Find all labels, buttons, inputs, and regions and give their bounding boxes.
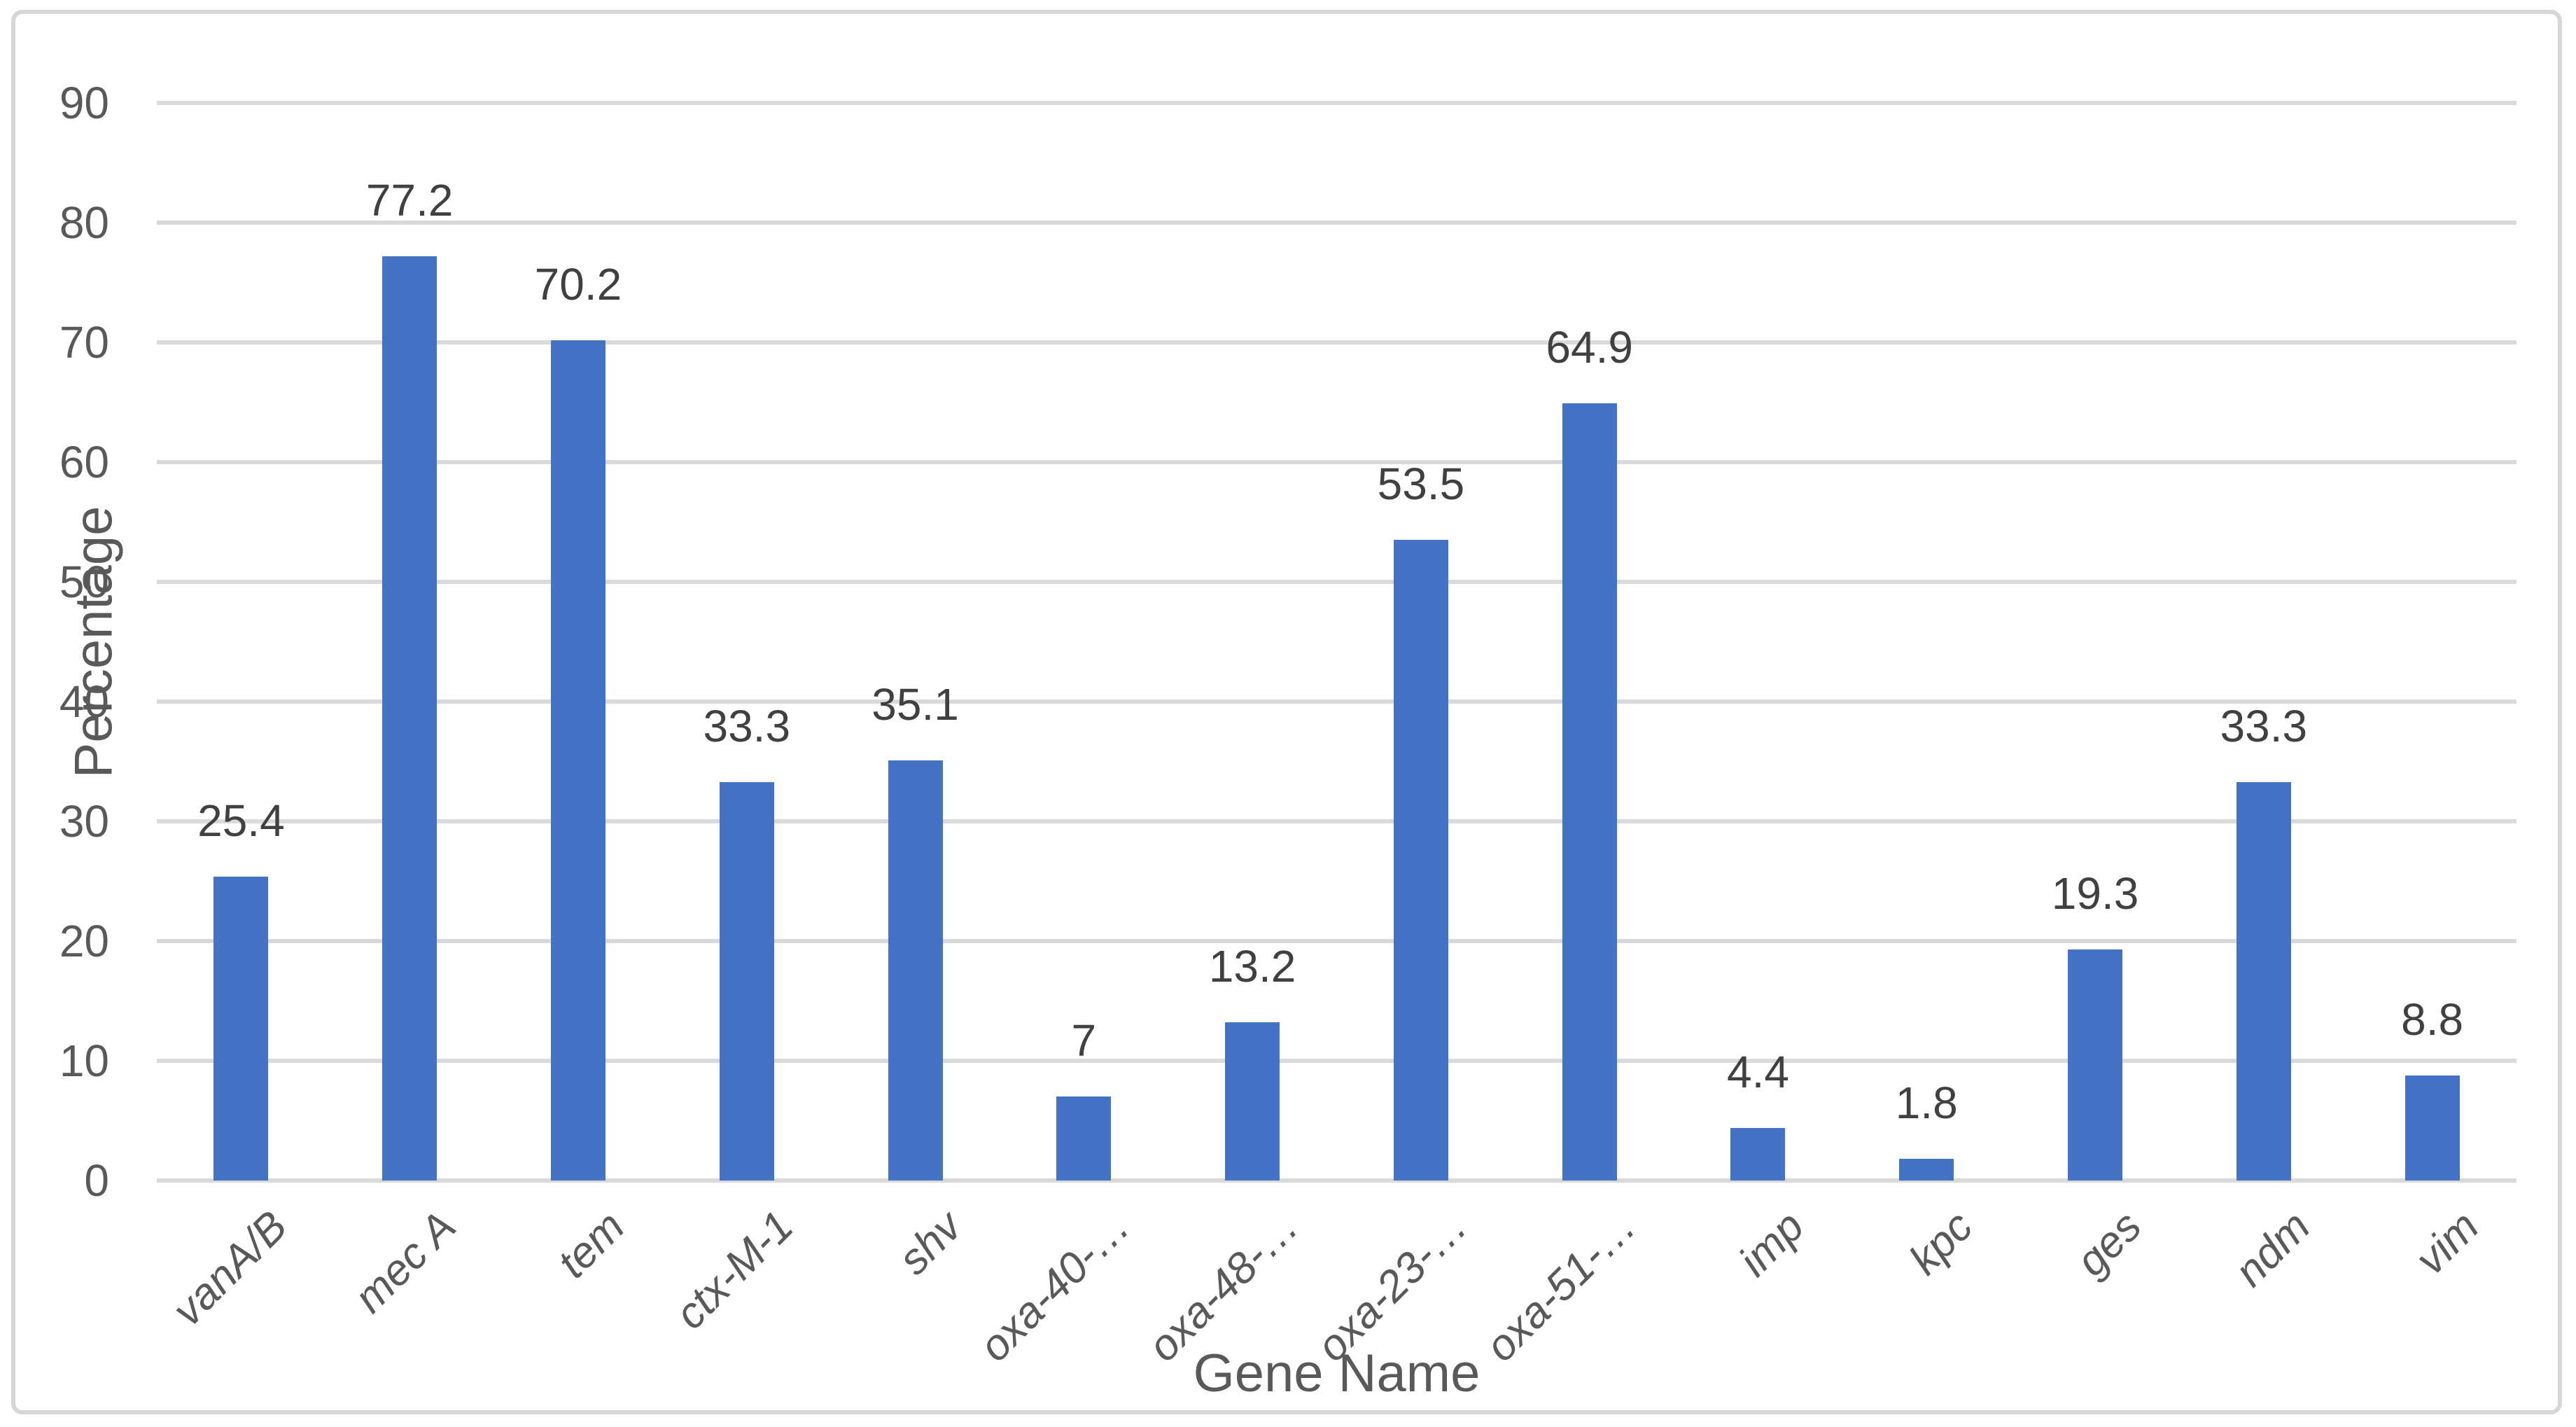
y-tick-label: 60 xyxy=(59,437,109,487)
bar-ges xyxy=(2068,949,2123,1181)
data-label: 53.5 xyxy=(1377,459,1465,510)
bar-kpc xyxy=(1899,1159,1954,1181)
y-tick-label: 50 xyxy=(59,557,109,607)
data-label: 70.2 xyxy=(534,258,622,309)
y-tick-label: 0 xyxy=(84,1155,109,1206)
y-tick-label: 20 xyxy=(59,916,109,966)
gridline xyxy=(157,580,2516,584)
bar-vanA/B xyxy=(214,876,269,1181)
data-label: 4.4 xyxy=(1726,1046,1789,1097)
gridline xyxy=(157,101,2516,105)
y-tick-label: 10 xyxy=(59,1036,109,1086)
y-tick-label: 80 xyxy=(59,197,109,248)
bar-oxa-23-… xyxy=(1393,540,1448,1181)
y-tick-label: 90 xyxy=(59,78,109,128)
y-axis-title: Percentage xyxy=(64,506,124,778)
data-label: 77.2 xyxy=(365,174,454,225)
y-tick-label: 40 xyxy=(59,676,109,727)
gridline xyxy=(157,1059,2516,1063)
gridline xyxy=(157,460,2516,464)
bar-oxa-48-… xyxy=(1225,1022,1280,1181)
bar-mec A xyxy=(382,256,438,1181)
data-label: 33.3 xyxy=(703,700,791,751)
bar-tem xyxy=(550,340,606,1181)
gridline xyxy=(157,939,2516,943)
bar-vim xyxy=(2404,1075,2460,1181)
x-axis-line xyxy=(157,1178,2516,1183)
y-tick-label: 30 xyxy=(59,796,109,847)
gridline xyxy=(157,699,2516,704)
chart-frame: 25.4 77.2 70.2 33.3 35.1 7 13.2 53.5 64.9 4.4 1.8 1… xyxy=(11,10,2562,1414)
bar-imp xyxy=(1730,1127,1786,1181)
bar-ndm xyxy=(2236,781,2291,1181)
gridline xyxy=(157,221,2516,225)
gridline xyxy=(157,340,2516,344)
data-label: 13.2 xyxy=(1208,941,1296,992)
bar-oxa-40-… xyxy=(1056,1097,1112,1181)
data-label: 7 xyxy=(1071,1015,1097,1066)
data-label: 35.1 xyxy=(872,678,959,730)
gridline xyxy=(157,819,2516,823)
data-label: 64.9 xyxy=(1546,322,1633,373)
data-label: 25.4 xyxy=(197,795,285,846)
data-label: 33.3 xyxy=(2220,700,2308,751)
data-label: 1.8 xyxy=(1895,1078,1958,1129)
bar-oxa-51-… xyxy=(1562,403,1617,1181)
x-axis-title: Gene Name xyxy=(1193,1344,1480,1403)
bar-shv xyxy=(888,760,943,1181)
bar-ctx-M-1 xyxy=(719,781,774,1181)
data-label: 8.8 xyxy=(2401,994,2464,1045)
y-tick-label: 70 xyxy=(59,317,109,368)
data-label: 19.3 xyxy=(2051,868,2139,919)
